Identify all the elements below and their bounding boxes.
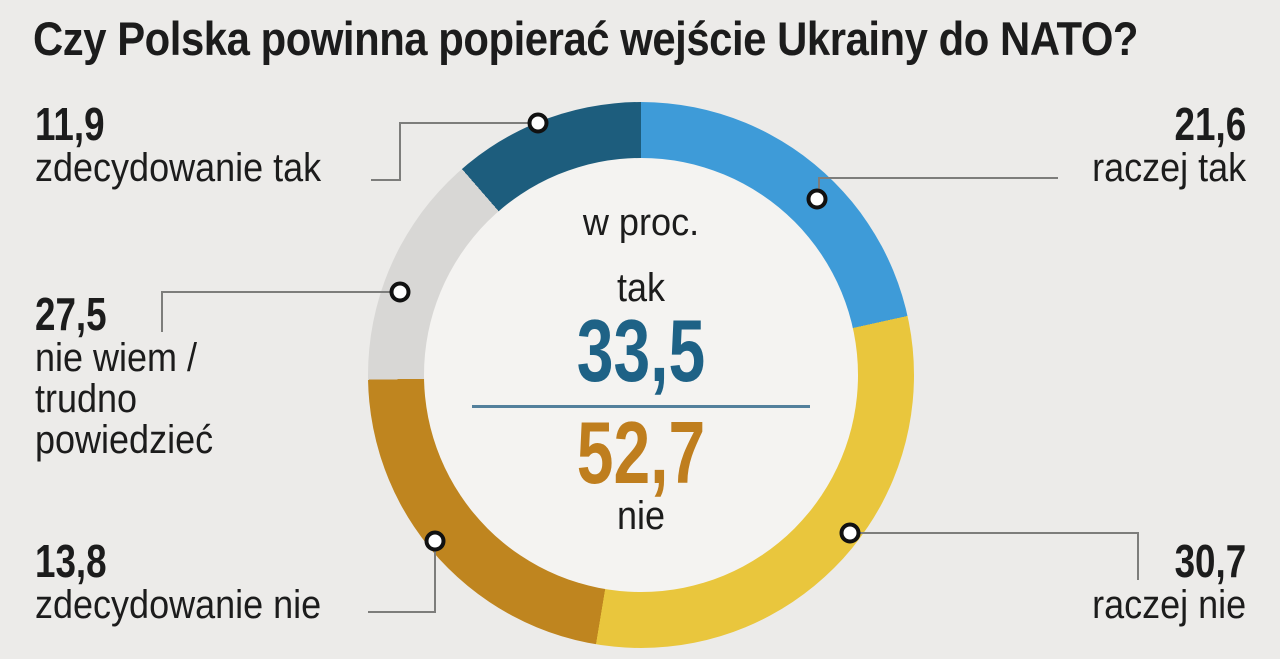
callout-label: zdecydowanie nie <box>35 583 322 627</box>
donut-hole: w proc. tak 33,5 52,7 nie <box>424 158 858 592</box>
center-unit-label: w proc. <box>582 202 700 244</box>
callout-marker-zdecydowanie-nie <box>424 530 446 552</box>
leader-line-zdecydowanie-tak <box>371 122 530 181</box>
callout-label: powiedzieć <box>35 418 214 462</box>
callout-label: zdecydowanie tak <box>35 146 322 190</box>
callout-value: 27,5 <box>35 288 107 340</box>
leader-line-raczej-nie <box>858 532 1139 580</box>
callout-value: 21,6 <box>1174 98 1246 150</box>
callout-zdecydowanie-nie: 13,8 zdecydowanie nie <box>35 537 353 626</box>
callout-raczej-tak: 21,6 raczej tak <box>1075 100 1246 189</box>
callout-marker-zdecydowanie-tak <box>527 112 549 134</box>
callout-marker-nie-wiem <box>389 281 411 303</box>
center-yes-label: tak <box>616 266 666 310</box>
callout-label: raczej nie <box>1091 583 1246 627</box>
callout-value: 13,8 <box>35 535 107 587</box>
callout-value: 30,7 <box>1174 535 1246 587</box>
callout-label: trudno <box>35 377 138 421</box>
callout-zdecydowanie-tak: 11,9 zdecydowanie tak <box>35 100 353 189</box>
callout-marker-raczej-nie <box>839 522 861 544</box>
callout-raczej-nie: 30,7 raczej nie <box>1075 537 1246 626</box>
center-no-value: 52,7 <box>576 403 706 502</box>
leader-line-raczej-tak <box>818 177 1058 196</box>
callout-nie-wiem: 27,5 nie wiem / trudno powiedzieć <box>35 290 233 461</box>
center-no-label: nie <box>616 494 666 538</box>
chart-title: Czy Polska powinna popierać wejście Ukra… <box>33 12 1139 65</box>
leader-line-nie-wiem <box>161 291 392 332</box>
callout-value: 11,9 <box>35 98 105 150</box>
callout-label: nie wiem / <box>35 336 198 380</box>
center-yes-value: 33,5 <box>576 301 706 400</box>
leader-line-zdecydowanie-nie <box>368 550 436 613</box>
center-divider <box>472 405 810 408</box>
callout-marker-raczej-tak <box>806 188 828 210</box>
callout-label: raczej tak <box>1091 146 1246 190</box>
